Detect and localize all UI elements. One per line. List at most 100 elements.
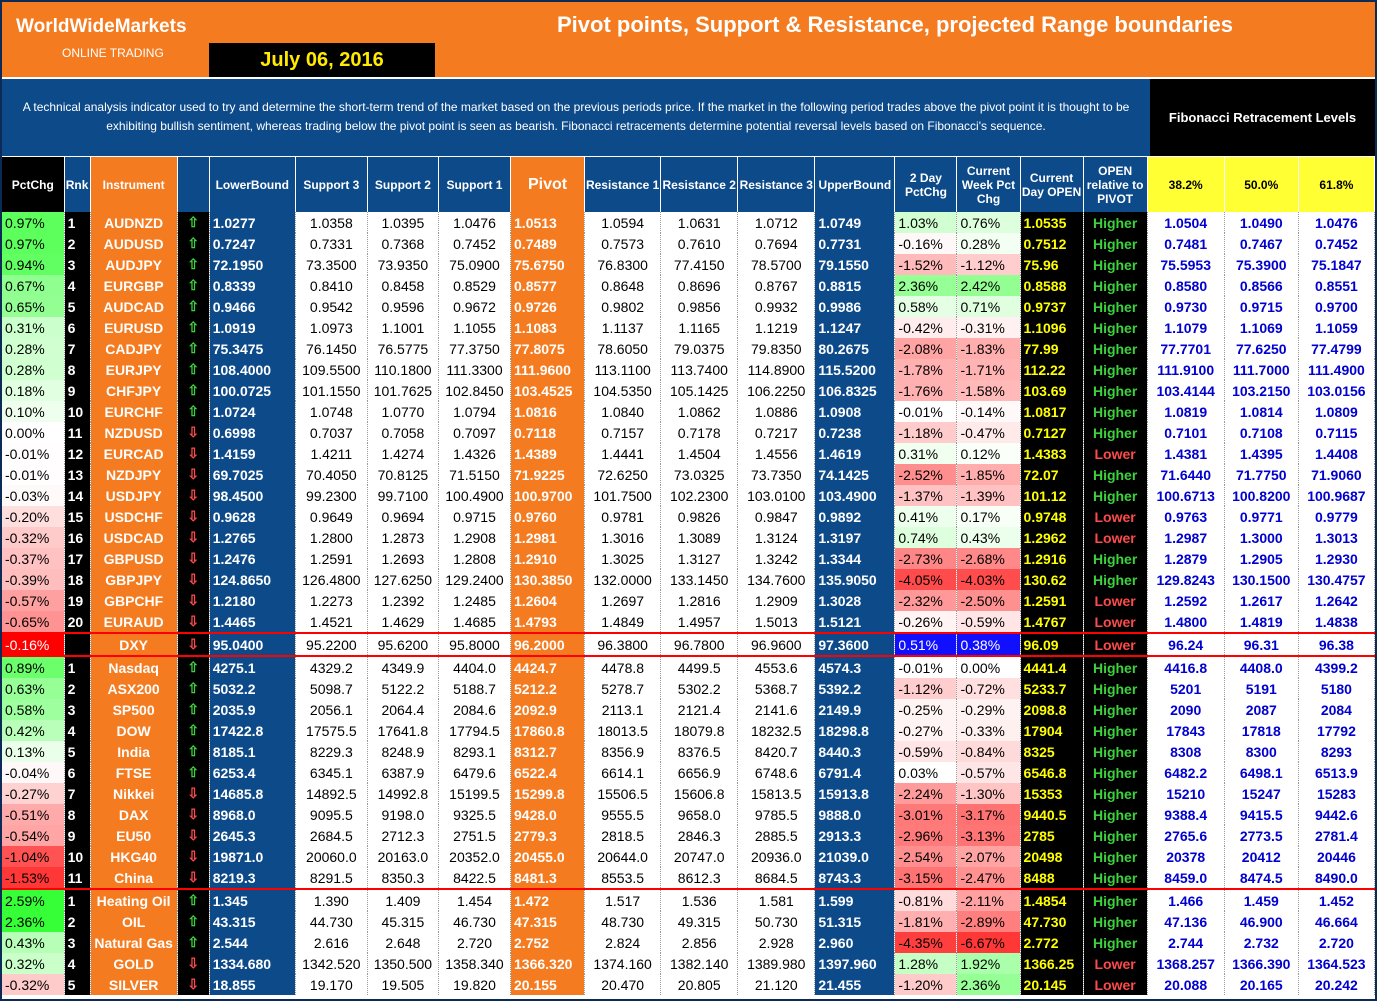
pivot-cell: 1366.320 [510, 953, 586, 974]
two-day-pctchg-cell: -1.20% [894, 974, 958, 995]
table-header: PctChg Rnk Instrument LowerBound Support… [2, 157, 1375, 212]
upperbound-cell: 79.1550 [814, 254, 896, 275]
lowerbound-cell: 1.4159 [209, 443, 296, 464]
open-vs-pivot-cell: Higher [1083, 380, 1148, 401]
support-1-cell: 129.2400 [438, 569, 512, 590]
col-week-pctchg: Current Week Pct Chg [956, 157, 1021, 212]
two-day-pctchg-cell: 1.28% [894, 953, 958, 974]
support-2-cell: 1.1001 [367, 317, 439, 338]
support-2-cell: 0.9596 [367, 296, 439, 317]
lowerbound-cell: 4275.1 [209, 656, 296, 678]
lowerbound-cell: 0.9628 [209, 506, 296, 527]
week-pctchg-cell: -0.72% [956, 678, 1021, 699]
resistance-2-cell: 133.1450 [660, 569, 739, 590]
fib-500-cell: 0.9715 [1224, 296, 1299, 317]
arrow-up-icon: ⇧ [177, 275, 210, 296]
support-3-cell: 44.730 [295, 911, 368, 932]
instrument-cell: India [90, 741, 178, 762]
col-upperbound: UpperBound [814, 157, 896, 212]
week-pctchg-cell: -1.30% [956, 783, 1021, 804]
day-open-cell: 1.4854 [1020, 889, 1084, 911]
table-row: -0.57% 19 GBPCHF ⇩ 1.2180 1.2273 1.2392 1.2485 1… [2, 590, 1375, 611]
col-fib-618: 61.8% [1298, 157, 1375, 212]
day-open-cell: 1.0817 [1020, 401, 1084, 422]
week-pctchg-cell: -1.39% [956, 485, 1021, 506]
resistance-1-cell: 5278.7 [584, 678, 662, 699]
resistance-3-cell: 0.9847 [737, 506, 816, 527]
fib-382-cell: 111.9100 [1147, 359, 1225, 380]
day-open-cell: 1.0535 [1020, 212, 1084, 233]
pivot-cell: 2779.3 [510, 825, 586, 846]
pivot-cell: 47.315 [510, 911, 586, 932]
fib-382-cell: 1.0504 [1147, 212, 1225, 233]
fib-618-cell: 75.1847 [1298, 254, 1375, 275]
rank-cell: 20 [64, 611, 91, 633]
lowerbound-cell: 8185.1 [209, 741, 296, 762]
two-day-pctchg-cell: -3.01% [894, 804, 958, 825]
two-day-pctchg-cell: -2.52% [894, 464, 958, 485]
support-3-cell: 1342.520 [295, 953, 368, 974]
arrow-down-icon: ⇩ [177, 804, 210, 825]
day-open-cell: 0.9737 [1020, 296, 1084, 317]
day-open-cell: 1.2916 [1020, 548, 1084, 569]
support-3-cell: 6345.1 [295, 762, 368, 783]
table-row: -1.53% 11 China ⇩ 8219.3 8291.5 8350.3 8422.5 84… [2, 867, 1375, 890]
lowerbound-cell: 1.2765 [209, 527, 296, 548]
pctchg-cell: -0.01% [2, 443, 65, 464]
day-open-cell: 1.2962 [1020, 527, 1084, 548]
resistance-3-cell: 1.2909 [737, 590, 816, 611]
two-day-pctchg-cell: -0.81% [894, 889, 958, 911]
resistance-1-cell: 15506.5 [584, 783, 662, 804]
open-vs-pivot-cell: Higher [1083, 317, 1148, 338]
pctchg-cell: -0.32% [2, 974, 65, 995]
support-2-cell: 17641.8 [367, 720, 439, 741]
support-1-cell: 5188.7 [438, 678, 512, 699]
support-1-cell: 2084.6 [438, 699, 512, 720]
support-1-cell: 0.7452 [438, 233, 512, 254]
support-3-cell: 76.1450 [295, 338, 368, 359]
support-2-cell: 19.505 [367, 974, 439, 995]
resistance-3-cell: 78.5700 [737, 254, 816, 275]
week-pctchg-cell: -6.67% [956, 932, 1021, 953]
two-day-pctchg-cell: -4.35% [894, 932, 958, 953]
resistance-3-cell: 79.8350 [737, 338, 816, 359]
support-2-cell: 8350.3 [367, 867, 439, 890]
lowerbound-cell: 0.8339 [209, 275, 296, 296]
arrow-down-icon: ⇩ [177, 485, 210, 506]
col-rnk: Rnk [64, 157, 91, 212]
week-pctchg-cell: -2.68% [956, 548, 1021, 569]
pivot-cell: 9428.0 [510, 804, 586, 825]
open-vs-pivot-cell: Higher [1083, 569, 1148, 590]
rank-cell: 4 [64, 953, 91, 974]
rank-cell: 2 [64, 911, 91, 932]
resistance-1-cell: 0.8648 [584, 275, 662, 296]
instrument-cell: CADJPY [90, 338, 178, 359]
resistance-1-cell: 2113.1 [584, 699, 662, 720]
two-day-pctchg-cell: -1.37% [894, 485, 958, 506]
arrow-up-icon: ⇧ [177, 380, 210, 401]
resistance-2-cell: 0.7610 [660, 233, 739, 254]
fib-618-cell: 5180 [1298, 678, 1375, 699]
support-2-cell: 1.0395 [367, 212, 439, 233]
col-trend [177, 157, 210, 212]
week-pctchg-cell: 0.12% [956, 443, 1021, 464]
col-lowerbound: LowerBound [209, 157, 296, 212]
pivot-cell: 71.9225 [510, 464, 586, 485]
upperbound-cell: 51.315 [814, 911, 896, 932]
fib-382-cell: 71.6440 [1147, 464, 1225, 485]
resistance-2-cell: 96.7800 [660, 632, 739, 657]
rank-cell: 5 [64, 974, 91, 995]
fib-500-cell: 15247 [1224, 783, 1299, 804]
support-3-cell: 70.4050 [295, 464, 368, 485]
fib-618-cell: 0.7452 [1298, 233, 1375, 254]
fib-500-cell: 1.459 [1224, 889, 1299, 911]
week-pctchg-cell: 0.71% [956, 296, 1021, 317]
pivot-table: PctChg Rnk Instrument LowerBound Support… [2, 157, 1375, 995]
lowerbound-cell: 19871.0 [209, 846, 296, 867]
support-2-cell: 45.315 [367, 911, 439, 932]
support-3-cell: 9095.5 [295, 804, 368, 825]
week-pctchg-cell: -0.14% [956, 401, 1021, 422]
resistance-2-cell: 1.3089 [660, 527, 739, 548]
arrow-up-icon: ⇧ [177, 338, 210, 359]
pivot-cell: 1.2604 [510, 590, 586, 611]
